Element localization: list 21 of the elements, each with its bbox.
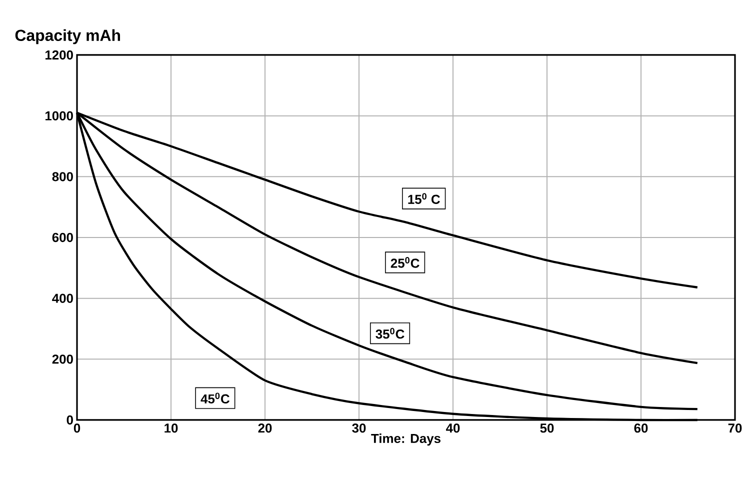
x-tick-label: 10	[164, 424, 178, 433]
annotation: 45$^{0}$C	[200, 392, 230, 404]
y-tick-label: 800	[52, 172, 73, 182]
annotation: 15$^{0}$ C	[408, 193, 440, 204]
x-tick-label: 50	[540, 424, 554, 433]
x-axis-title: Time: Days	[371, 434, 440, 446]
y-tick-label: 1200	[45, 50, 73, 60]
y-tick-label: 1000	[45, 111, 73, 120]
x-tick-label: 20	[258, 424, 272, 433]
x-tick-label: 70	[728, 424, 742, 433]
annotation: 25$^{0}$C	[390, 257, 420, 268]
x-tick-label: 40	[446, 424, 460, 433]
y-tick-label: 400	[52, 294, 73, 303]
y-tick-label: 0	[66, 415, 73, 425]
x-tick-label: 60	[634, 424, 648, 433]
annotation: 35$^{0}$C	[376, 328, 404, 339]
x-tick-label: 30	[352, 424, 366, 433]
x-tick-label: 0	[74, 424, 80, 433]
y-tick-label: 600	[52, 232, 73, 242]
y-axis-title: Capacity mAh	[15, 29, 120, 44]
y-tick-label: 200	[52, 354, 73, 364]
